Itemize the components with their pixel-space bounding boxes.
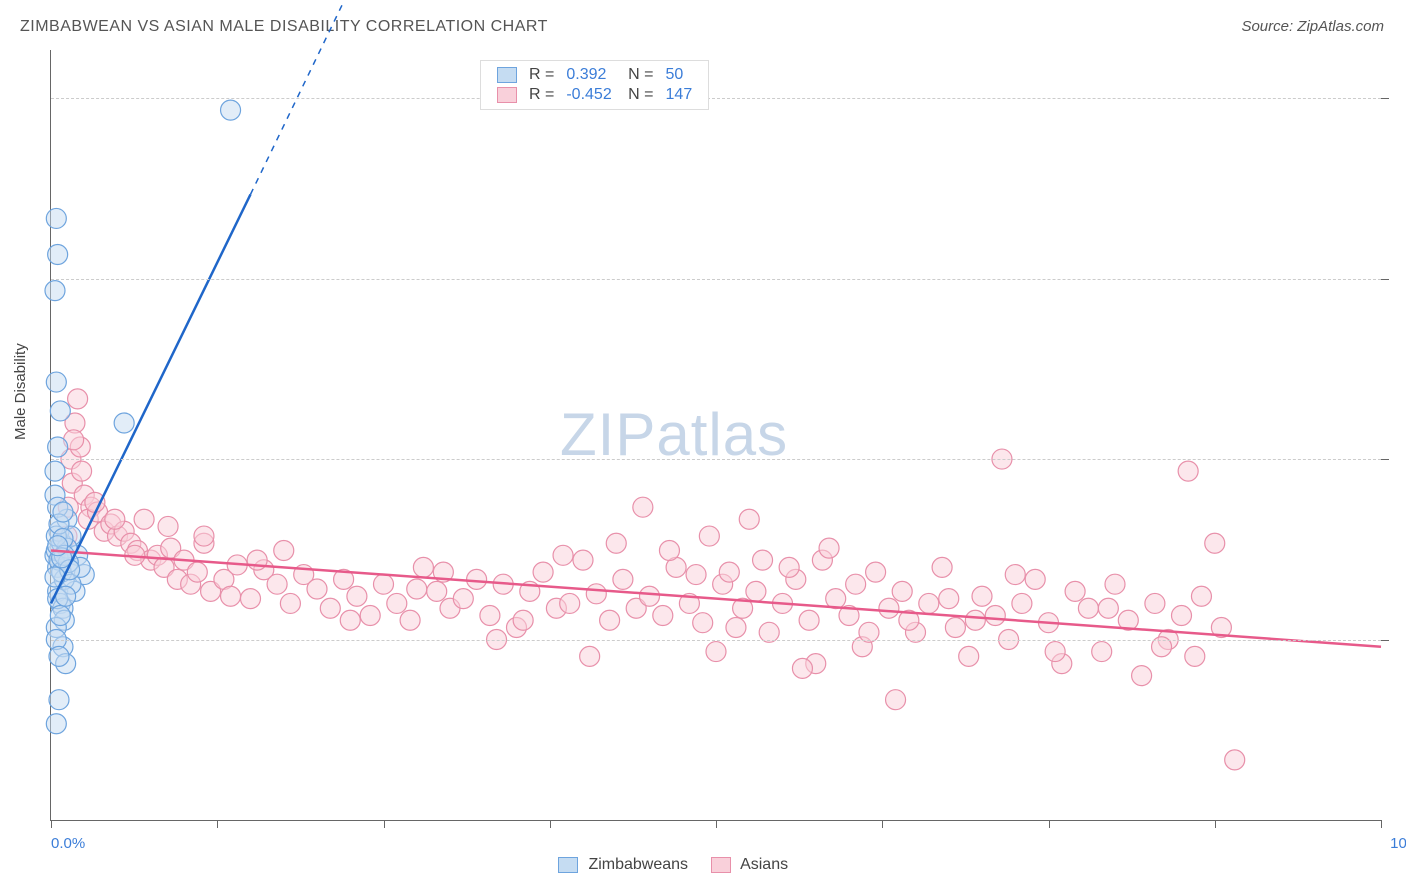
source-label: Source: ZipAtlas.com — [1241, 18, 1384, 35]
n-label-1: N = — [618, 65, 660, 85]
r-label-1: R = — [523, 65, 560, 85]
legend-label-2: Asians — [740, 856, 788, 873]
n-value-2: 147 — [660, 85, 699, 105]
stats-legend: R = 0.392 N = 50 R = -0.452 N = 147 — [480, 60, 709, 110]
legend-swatch-1 — [558, 857, 578, 873]
n-value-1: 50 — [660, 65, 699, 85]
y-tick-label: 7.5% — [1391, 631, 1406, 648]
legend-label-1: Zimbabweans — [588, 856, 688, 873]
series2-swatch — [497, 87, 517, 103]
series-legend: Zimbabweans Asians — [540, 856, 788, 874]
y-tick-label: 22.5% — [1391, 270, 1406, 287]
x-tick-label-right: 100.0% — [1390, 835, 1406, 852]
n-label-2: N = — [618, 85, 660, 105]
r-value-2: -0.452 — [560, 85, 617, 105]
legend-swatch-2 — [711, 857, 731, 873]
scatter-plot-svg — [51, 50, 1381, 820]
y-axis-label: Male Disability — [12, 343, 29, 440]
chart-title: ZIMBABWEAN VS ASIAN MALE DISABILITY CORR… — [20, 18, 548, 36]
y-tick-label: 30.0% — [1391, 90, 1406, 107]
r-value-1: 0.392 — [560, 65, 617, 85]
plot-area: 7.5%15.0%22.5%30.0%0.0%100.0% — [50, 50, 1381, 821]
chart-container: ZIMBABWEAN VS ASIAN MALE DISABILITY CORR… — [0, 0, 1406, 892]
stats-row-1: R = 0.392 N = 50 — [491, 65, 698, 85]
stats-row-2: R = -0.452 N = 147 — [491, 85, 698, 105]
r-label-2: R = — [523, 85, 560, 105]
y-tick-label: 15.0% — [1391, 451, 1406, 468]
series1-swatch — [497, 67, 517, 83]
x-tick-label-left: 0.0% — [51, 835, 85, 852]
